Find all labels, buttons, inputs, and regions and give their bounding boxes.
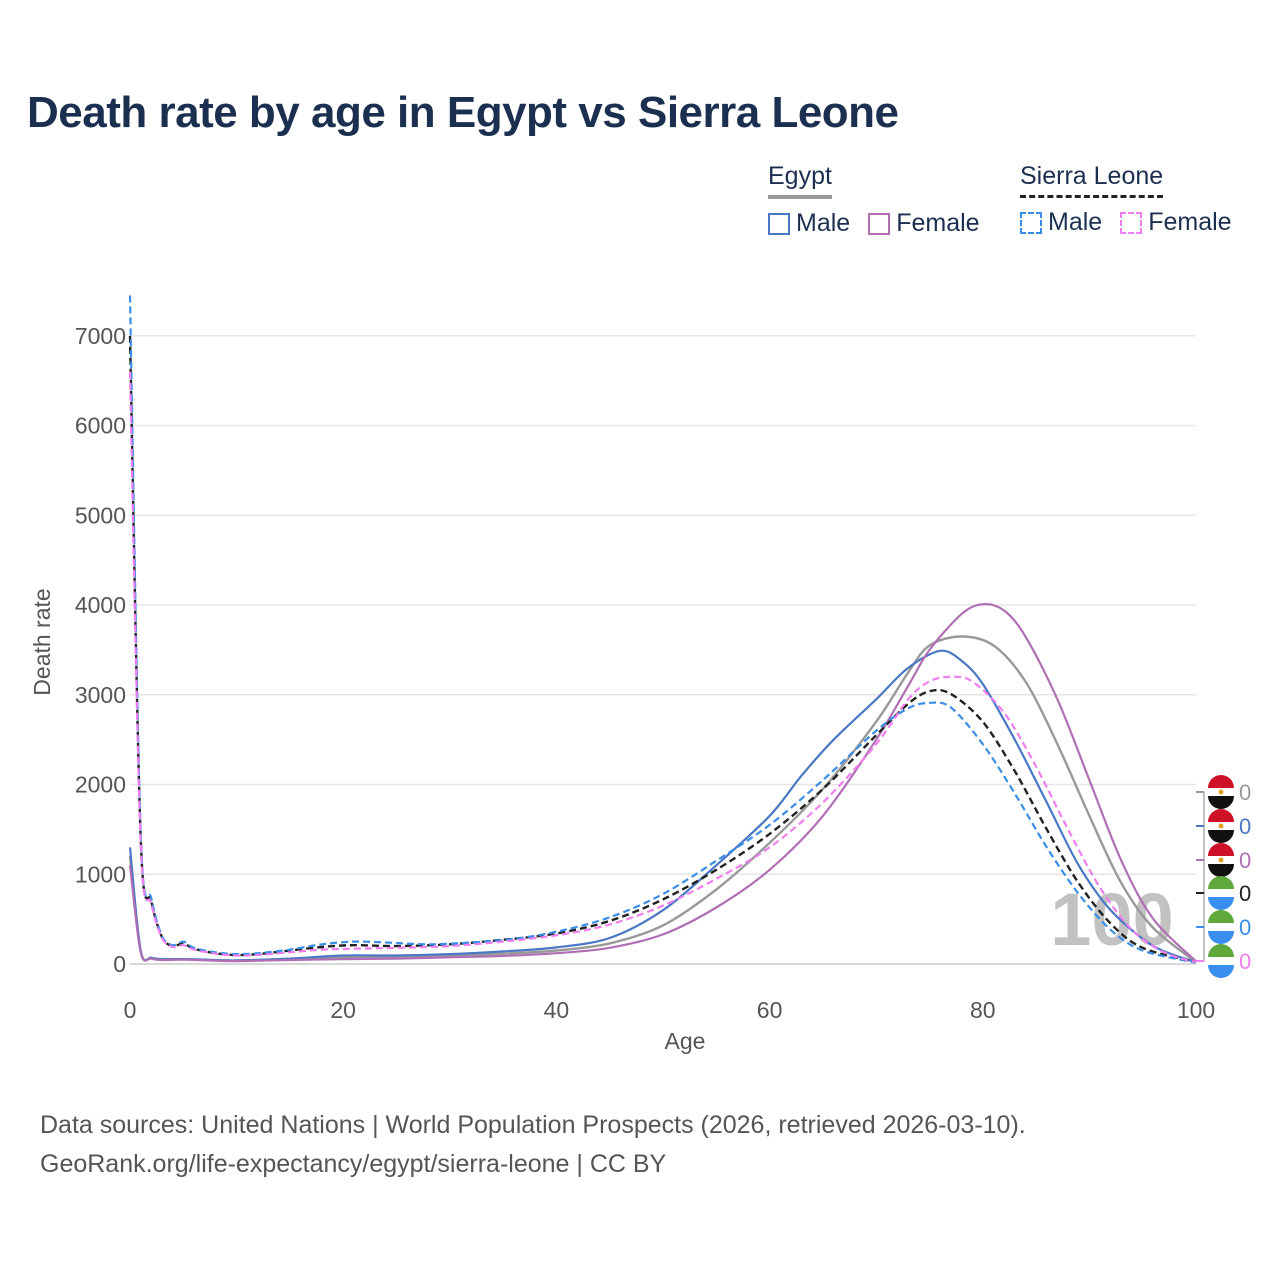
egypt-flag-icon-eagle [1218, 789, 1224, 795]
end-marker-value: 0 [1239, 915, 1251, 940]
end-marker-value: 0 [1239, 814, 1251, 839]
end-marker-value: 0 [1239, 881, 1251, 906]
egypt-flag-icon-black [1208, 864, 1234, 877]
y-tick-label: 3000 [75, 682, 126, 708]
x-axis-title: Age [665, 1028, 706, 1054]
legend-egypt-female-swatch [868, 212, 891, 235]
footer-source: Data sources: United Nations | World Pop… [40, 1111, 1026, 1139]
series-line-egypt-male[interactable] [128, 649, 1197, 964]
sierra-leone-flag-icon [1208, 944, 1234, 957]
end-marker-value: 0 [1239, 780, 1251, 805]
y-tick-label: 5000 [75, 502, 126, 528]
sierra-leone-flag-icon-white [1208, 957, 1234, 965]
series-line-sl-total[interactable] [128, 335, 1197, 964]
legend-sierra-leone: Sierra Leone Male Female [1020, 162, 1232, 237]
series-line-sl-male[interactable] [128, 295, 1197, 964]
legend-sierra-leone-female-label: Female [1148, 208, 1232, 236]
series-line-egypt-total[interactable] [128, 635, 1197, 964]
egypt-flag-icon [1208, 843, 1234, 856]
series-line-sl-female[interactable] [128, 371, 1197, 964]
sierra-leone-flag-icon-white [1208, 889, 1234, 897]
legend-egypt-male-label: Male [796, 209, 851, 237]
egypt-flag-icon-black [1208, 796, 1234, 809]
y-tick-label: 2000 [75, 772, 126, 798]
egypt-flag-icon [1208, 775, 1234, 788]
x-tick-label: 80 [970, 997, 996, 1023]
egypt-flag-icon-eagle [1218, 857, 1224, 863]
end-marker-value: 0 [1239, 949, 1251, 974]
legend-sierra-leone-female-swatch [1120, 211, 1143, 234]
x-tick-label: 100 [1177, 997, 1215, 1023]
sierra-leone-flag-icon [1208, 910, 1234, 923]
y-tick-label: 0 [113, 951, 126, 977]
sierra-leone-flag-icon-blue [1208, 931, 1234, 944]
sierra-leone-flag-icon-blue [1208, 965, 1234, 978]
end-marker-value: 0 [1239, 848, 1251, 873]
y-tick-label: 4000 [75, 592, 126, 618]
legend-sierra-leone-male[interactable]: Male [1020, 208, 1102, 237]
egypt-flag-icon-eagle [1218, 823, 1224, 829]
end-marker-bracket [1196, 791, 1205, 962]
chart-title: Death rate by age in Egypt vs Sierra Leo… [27, 88, 899, 137]
egypt-flag-icon-black [1208, 830, 1234, 843]
series-line-egypt-female[interactable] [128, 602, 1197, 963]
legend-sierra-leone-header[interactable]: Sierra Leone [1020, 162, 1164, 198]
y-tick-label: 7000 [75, 323, 126, 349]
footer: Data sources: United Nations | World Pop… [40, 1106, 1026, 1184]
legend-egypt: Egypt Male Female [768, 162, 980, 238]
y-axis-title: Death rate [29, 588, 55, 695]
legend-egypt-header[interactable]: Egypt [768, 162, 832, 199]
x-tick-label: 40 [544, 997, 570, 1023]
legend-sierra-leone-female[interactable]: Female [1120, 208, 1232, 237]
legend-egypt-female[interactable]: Female [868, 209, 980, 238]
sierra-leone-flag-icon-white [1208, 923, 1234, 931]
sierra-leone-flag-icon-blue [1208, 897, 1234, 910]
x-tick-label: 20 [330, 997, 356, 1023]
y-tick-label: 6000 [75, 413, 126, 439]
legend-egypt-male-swatch [768, 212, 790, 235]
x-tick-label: 60 [757, 997, 783, 1023]
legend-egypt-female-label: Female [896, 209, 980, 237]
footer-link[interactable]: GeoRank.org/life-expectancy/egypt/sierra… [40, 1150, 667, 1178]
legend-egypt-male[interactable]: Male [768, 209, 850, 238]
egypt-flag-icon [1208, 809, 1234, 822]
x-tick-label: 0 [124, 997, 137, 1023]
y-tick-label: 1000 [75, 861, 126, 887]
legend-sierra-leone-male-swatch [1020, 211, 1042, 234]
legend-sierra-leone-male-label: Male [1048, 208, 1103, 236]
sierra-leone-flag-icon [1208, 876, 1234, 889]
